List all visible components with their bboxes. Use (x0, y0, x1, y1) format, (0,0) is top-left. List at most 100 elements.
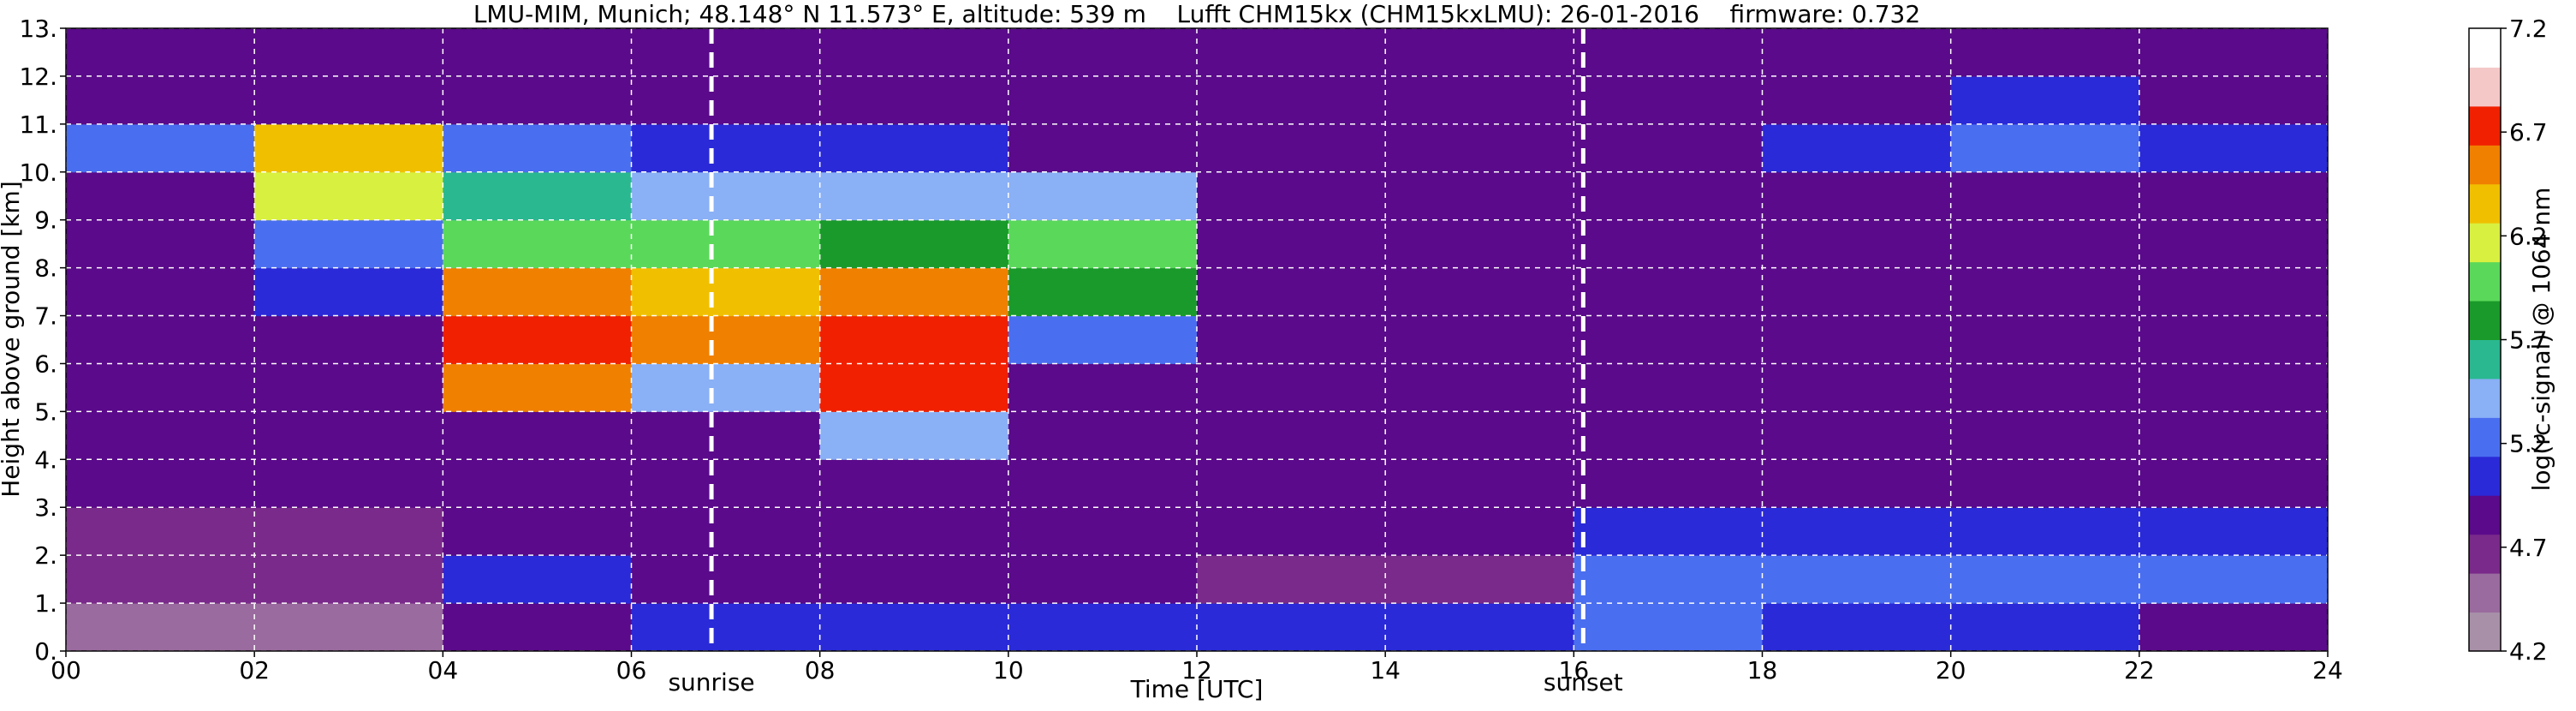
heat-cell (819, 315, 1009, 364)
heat-cell (443, 171, 632, 221)
colorbar-segment (2469, 456, 2501, 496)
y-tick-label: 10. (19, 158, 57, 187)
heat-cell (1008, 123, 1198, 173)
heat-cell (66, 123, 255, 173)
colorbar-segment (2469, 223, 2501, 263)
heat-cell (1385, 123, 1574, 173)
colorbar-segment (2469, 417, 2501, 457)
heat-cell (1008, 315, 1198, 364)
colorbar-tick-label: 5.7 (2509, 326, 2548, 355)
heat-cell (1385, 411, 1574, 460)
heat-cell (1197, 459, 1386, 508)
heat-cell (1574, 507, 1763, 556)
heat-cell (631, 603, 821, 652)
heat-cell (443, 555, 632, 604)
heat-cell (2139, 507, 2329, 556)
colorbar-tick-label: 6.2 (2509, 222, 2548, 250)
heat-cell (443, 75, 632, 125)
heat-cell (2139, 603, 2329, 652)
heat-cell (1197, 267, 1386, 317)
heat-cell (1950, 507, 2140, 556)
heat-cell (1762, 28, 1952, 77)
colorbar-segment (2469, 495, 2501, 535)
heat-cell (819, 171, 1009, 221)
heat-cell (1197, 555, 1386, 604)
heat-cell (1574, 75, 1763, 125)
heat-cell (819, 123, 1009, 173)
heat-cell (254, 603, 443, 652)
heat-cell (2139, 28, 2329, 77)
heat-cell (1008, 28, 1198, 77)
heat-cell (1762, 171, 1952, 221)
heat-cell (1762, 219, 1952, 269)
heat-cell (254, 555, 443, 604)
heat-cell (819, 555, 1009, 604)
heat-cell (1385, 603, 1574, 652)
heat-cell (1762, 267, 1952, 317)
x-tick-label: 24 (2312, 656, 2343, 684)
x-tick-label: 06 (616, 656, 647, 684)
x-axis-label: Time [UTC] (1130, 675, 1264, 703)
heat-cell (1008, 603, 1198, 652)
heat-cell (2139, 171, 2329, 221)
heat-cell (1197, 411, 1386, 460)
heat-cell (631, 459, 821, 508)
heat-cell (631, 555, 821, 604)
heat-cell (66, 507, 255, 556)
heat-cell (1008, 219, 1198, 269)
heat-cell (1950, 363, 2140, 412)
heat-cell (254, 411, 443, 460)
heat-cell (443, 28, 632, 77)
heat-cell (631, 315, 821, 364)
heat-cell (254, 75, 443, 125)
heat-cell (254, 267, 443, 317)
heat-cell (443, 123, 632, 173)
heat-cell (631, 171, 821, 221)
colorbar-segment (2469, 105, 2501, 146)
heat-cell (443, 363, 632, 412)
heat-cell (819, 411, 1009, 460)
y-tick-label: 0. (34, 637, 57, 666)
heat-cell (1008, 267, 1198, 317)
heat-cell (1574, 267, 1763, 317)
heat-cell (1574, 28, 1763, 77)
heat-cell (1762, 75, 1952, 125)
heat-cell (631, 75, 821, 125)
heat-cell (254, 507, 443, 556)
colorbar-segment (2469, 261, 2501, 302)
heat-cell (1574, 459, 1763, 508)
heat-cell (66, 315, 255, 364)
heat-cell (1950, 267, 2140, 317)
heat-cell (1574, 123, 1763, 173)
heat-cell (66, 363, 255, 412)
x-tick-label: 04 (428, 656, 459, 684)
heat-cell (1197, 219, 1386, 269)
heat-cell (254, 363, 443, 412)
x-tick-label: 18 (1747, 656, 1778, 684)
colorbar-tick-label: 7.2 (2509, 15, 2548, 43)
heat-cell (1950, 555, 2140, 604)
colorbar-segment (2469, 612, 2501, 652)
colorbar-segment (2469, 183, 2501, 224)
colorbar-tick-label: 5.2 (2509, 430, 2548, 458)
heat-cell (631, 28, 821, 77)
chart-title: LMU-MIM, Munich; 48.148° N 11.573° E, al… (473, 0, 1920, 28)
heat-cell (1385, 267, 1574, 317)
y-tick-label: 6. (34, 350, 57, 378)
heat-cell (1574, 603, 1763, 652)
heat-cell (1762, 603, 1952, 652)
heat-cell (2139, 219, 2329, 269)
heat-cell (819, 603, 1009, 652)
heat-cell (254, 171, 443, 221)
heat-cell (443, 267, 632, 317)
heat-cell (1008, 75, 1198, 125)
heat-cell (819, 75, 1009, 125)
heat-cell (1008, 411, 1198, 460)
heat-cell (254, 123, 443, 173)
heat-cell (1197, 28, 1386, 77)
heat-cell (819, 363, 1009, 412)
heat-cell (66, 75, 255, 125)
heat-cell (1008, 171, 1198, 221)
heat-cell (1197, 123, 1386, 173)
